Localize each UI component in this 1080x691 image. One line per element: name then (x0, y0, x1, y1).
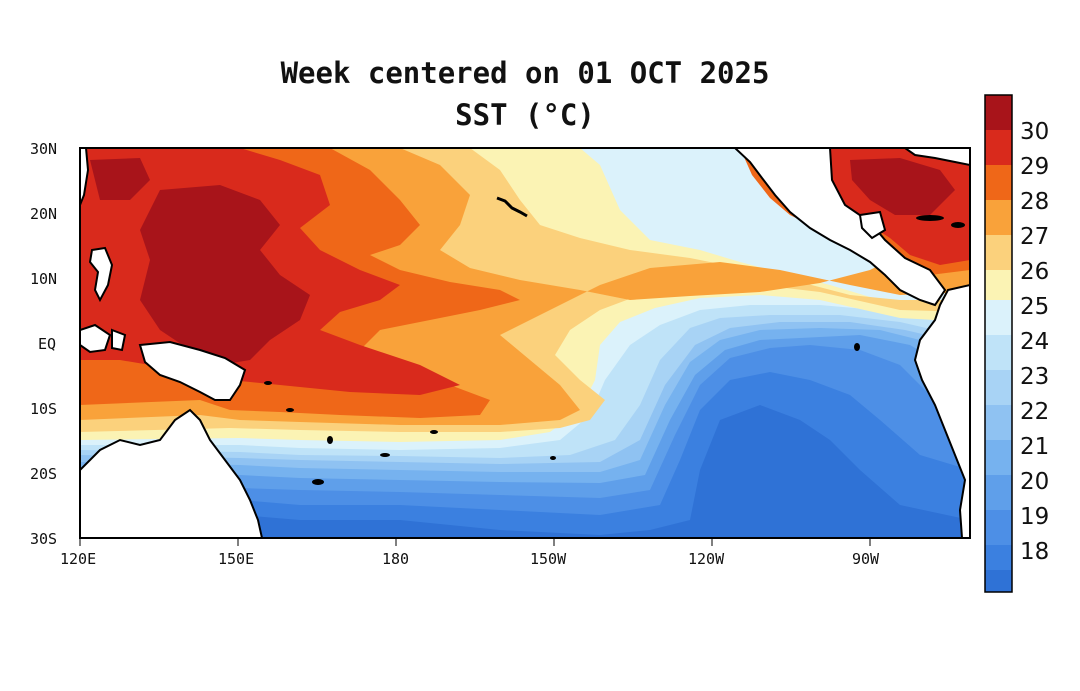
island-vanuatu (286, 408, 294, 412)
lat-label-20n: 20N (30, 205, 57, 223)
longitude-axis: 120E 150E 180 150W 120W 90W (60, 538, 880, 568)
cb-swatch-26 (985, 270, 1012, 300)
lat-label-30n: 30N (30, 140, 57, 158)
lat-label-30s: 30S (30, 530, 57, 548)
land-south-america (913, 283, 970, 538)
land-yucatan (858, 210, 887, 240)
cb-swatch-30 (985, 130, 1012, 165)
lon-label-120w: 120W (688, 550, 725, 568)
lat-label-10s: 10S (30, 400, 57, 418)
land-north-america (733, 148, 947, 307)
island-hispaniola (951, 222, 965, 228)
land-borneo (80, 323, 112, 354)
cb-swatch-28 (985, 200, 1012, 235)
cb-label-19: 19 (1020, 504, 1049, 530)
sst-band-31 (140, 185, 310, 365)
cb-label-30: 30 (1020, 119, 1049, 145)
cb-swatch-18 (985, 545, 1012, 570)
lon-label-180: 180 (382, 550, 409, 568)
island-cook (550, 456, 556, 460)
cb-label-25: 25 (1020, 294, 1049, 320)
cb-frame (984, 94, 1013, 593)
cb-label-26: 26 (1020, 259, 1049, 285)
cb-label-18: 18 (1020, 539, 1049, 565)
island-tonga (430, 430, 438, 434)
lat-label-10n: 10N (30, 270, 57, 288)
island-samoa (380, 453, 390, 457)
cb-label-27: 27 (1020, 224, 1049, 250)
map-subtitle: SST (°C) (455, 98, 595, 132)
cb-swatch-25 (985, 300, 1012, 335)
land-asia-coast (80, 148, 90, 206)
islands (264, 196, 965, 485)
cb-swatch-22 (985, 405, 1012, 440)
cb-label-21: 21 (1020, 434, 1049, 460)
cb-swatch-23 (985, 370, 1012, 405)
sst-field (80, 148, 970, 538)
island-fiji (312, 479, 324, 485)
lon-label-120e: 120E (60, 550, 96, 568)
lat-label-eq: EQ (38, 335, 56, 353)
land-masses (80, 148, 970, 538)
map-title: Week centered on 01 OCT 2025 (280, 56, 770, 90)
cb-swatch-17 (985, 570, 1012, 592)
lon-label-150w: 150W (530, 550, 567, 568)
cb-swatch-31 (985, 95, 1012, 130)
latitude-axis: 30N 20N 10N EQ 10S 20S 30S (30, 140, 57, 548)
sst-band-31-b (90, 158, 150, 200)
lon-label-150e: 150E (218, 550, 254, 568)
cb-label-20: 20 (1020, 469, 1049, 495)
island-cuba (916, 215, 944, 221)
map-frame (79, 147, 971, 539)
cb-swatch-29 (985, 165, 1012, 200)
cb-label-22: 22 (1020, 399, 1049, 425)
land-sulawesi (111, 328, 127, 352)
cb-label-29: 29 (1020, 154, 1049, 180)
cb-swatch-19 (985, 510, 1012, 545)
island-galapagos (854, 343, 860, 351)
cb-label-24: 24 (1020, 329, 1049, 355)
land-australia (80, 408, 264, 538)
cb-label-28: 28 (1020, 189, 1049, 215)
cb-swatch-21 (985, 440, 1012, 475)
cb-label-23: 23 (1020, 364, 1049, 390)
land-florida (903, 148, 970, 167)
land-philippines (88, 246, 114, 303)
island-solomon (264, 381, 272, 385)
sst-band-31-c (850, 158, 955, 215)
colorbar: 30 29 28 27 26 25 24 23 22 21 20 19 18 (984, 94, 1049, 593)
lon-label-90w: 90W (852, 550, 880, 568)
land-new-guinea (138, 340, 247, 401)
lat-label-20s: 20S (30, 465, 57, 483)
cb-swatch-24 (985, 335, 1012, 370)
island-new-caledonia (327, 436, 333, 444)
island-hawaii (496, 196, 528, 218)
cb-swatch-27 (985, 235, 1012, 270)
cb-swatch-20 (985, 475, 1012, 510)
